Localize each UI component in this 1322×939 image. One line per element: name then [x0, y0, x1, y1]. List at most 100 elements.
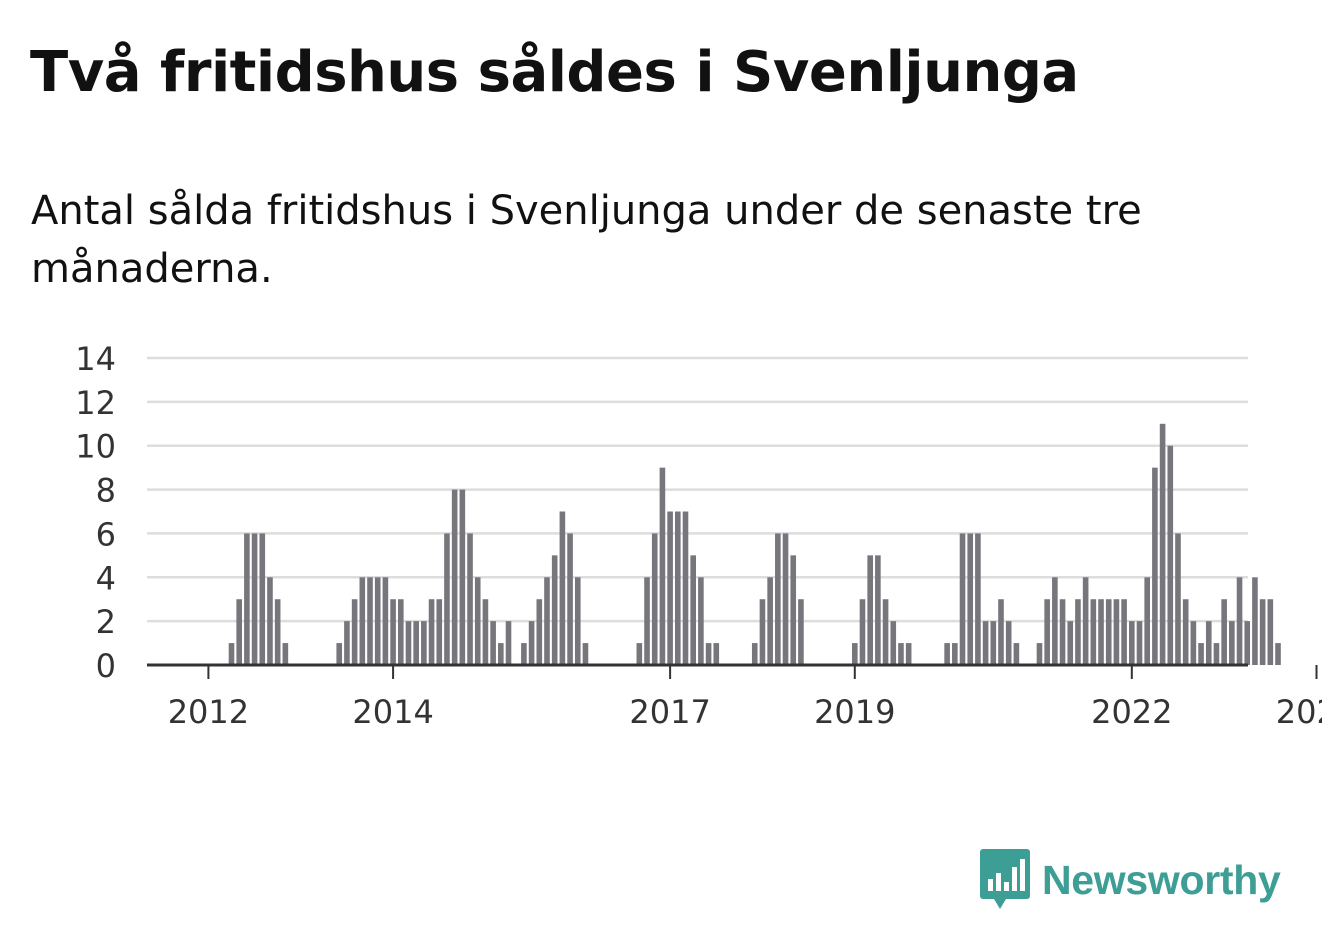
bar — [1136, 621, 1143, 665]
bar — [451, 489, 458, 665]
bar — [1052, 577, 1058, 665]
bar — [1036, 643, 1043, 665]
bar — [959, 533, 966, 665]
bar — [636, 643, 643, 665]
x-tick-label: 2012 — [168, 693, 249, 731]
bar — [659, 467, 666, 665]
bar — [990, 621, 997, 665]
bar — [890, 621, 897, 665]
newsworthy-logo: Newsworthy — [980, 848, 1281, 912]
bar — [952, 643, 958, 665]
y-tick-label: 2 — [96, 603, 116, 641]
bar — [236, 599, 242, 665]
bar — [274, 599, 281, 665]
bar — [1229, 621, 1235, 665]
bar — [998, 599, 1004, 665]
bar — [767, 577, 773, 665]
bar — [551, 555, 558, 665]
gridlines — [147, 356, 1248, 623]
bar — [498, 643, 504, 665]
bar — [344, 621, 350, 665]
bar — [536, 599, 543, 665]
y-axis-ticks: 0 2 4 6 8 10 12 14 — [75, 340, 116, 685]
bar — [1044, 599, 1050, 665]
y-tick-label: 8 — [96, 472, 116, 510]
x-tick-label: 2014 — [352, 693, 433, 731]
bar — [790, 555, 797, 665]
y-tick-label: 14 — [75, 340, 116, 378]
logo-text: Newsworthy — [1042, 856, 1281, 903]
newsworthy-bar-chart-icon — [980, 849, 1030, 909]
bar — [1113, 599, 1120, 665]
bar — [751, 643, 758, 665]
x-axis-ticks: 2012 2014 2017 2019 2022 2024 — [168, 665, 1322, 731]
bar — [367, 577, 373, 665]
chart-title: Två fritidshus såldes i Svenljunga — [30, 40, 1079, 105]
bar — [382, 577, 389, 665]
bar — [882, 599, 889, 665]
bar — [1152, 467, 1158, 665]
bar — [482, 599, 489, 665]
bar — [982, 621, 989, 665]
bar — [675, 511, 681, 665]
bar — [1067, 621, 1074, 665]
bar — [867, 555, 873, 665]
bar — [1205, 621, 1212, 665]
bar — [1082, 577, 1089, 665]
bar — [644, 577, 650, 665]
bar — [1005, 621, 1012, 665]
bar — [905, 643, 912, 665]
bar — [1121, 599, 1127, 665]
bar — [898, 643, 904, 665]
bar — [851, 643, 858, 665]
bar — [436, 599, 443, 665]
bar — [505, 621, 512, 665]
bar — [1213, 643, 1220, 665]
bar — [1175, 533, 1181, 665]
bar — [582, 643, 589, 665]
bar — [1013, 643, 1020, 665]
bar — [1144, 577, 1150, 665]
bar — [467, 533, 473, 665]
x-tick-label: 2017 — [629, 693, 710, 731]
bar — [444, 533, 450, 665]
bar — [528, 621, 535, 665]
bar — [682, 511, 689, 665]
bar — [705, 643, 712, 665]
y-tick-label: 10 — [75, 428, 116, 466]
bar — [798, 599, 804, 665]
bar — [775, 533, 781, 665]
bar — [1059, 599, 1066, 665]
bar — [390, 599, 396, 665]
bar — [267, 577, 273, 665]
bar — [1221, 599, 1227, 665]
bar — [698, 577, 704, 665]
bar — [1075, 599, 1081, 665]
bar — [667, 511, 673, 665]
bar — [559, 511, 566, 665]
bar — [1182, 599, 1189, 665]
bar — [1198, 643, 1204, 665]
bar — [421, 621, 427, 665]
bar — [1090, 599, 1097, 665]
bar — [782, 533, 789, 665]
bar — [1236, 577, 1243, 665]
bar — [1275, 643, 1281, 665]
bar — [228, 643, 235, 665]
bar — [544, 577, 550, 665]
y-tick-label: 12 — [75, 384, 116, 422]
bar — [490, 621, 496, 665]
bar — [374, 577, 381, 665]
bar — [405, 621, 412, 665]
bar — [651, 533, 658, 665]
bar — [244, 533, 250, 665]
x-tick-label: 2024 — [1276, 693, 1322, 731]
bar — [521, 643, 527, 665]
bar — [359, 577, 366, 665]
x-tick-label: 2022 — [1091, 693, 1172, 731]
bar — [1098, 599, 1104, 665]
bar — [574, 577, 581, 665]
bar — [1105, 599, 1112, 665]
bar — [975, 533, 981, 665]
bar — [428, 599, 435, 665]
